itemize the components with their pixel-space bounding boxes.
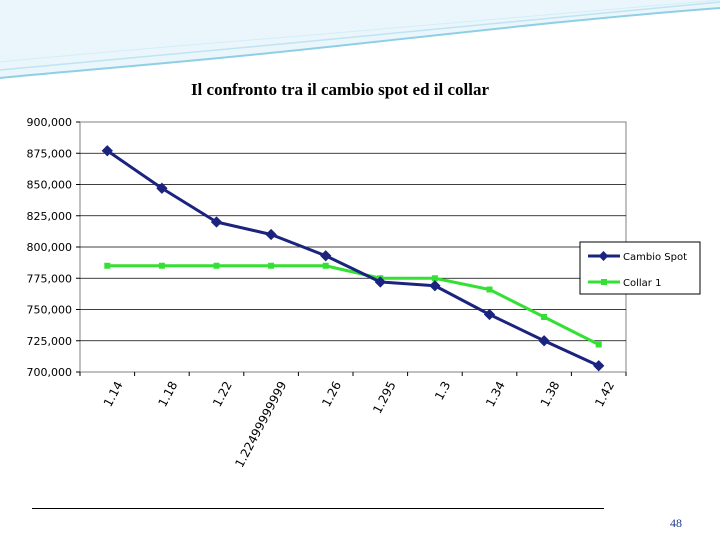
data-point (595, 341, 602, 348)
data-point (210, 216, 223, 228)
series-1 (101, 145, 605, 372)
y-tick-label: 775,000 (27, 272, 73, 285)
x-tick-label: 1.34 (483, 379, 508, 409)
data-point (265, 228, 277, 241)
y-tick-label: 725,000 (27, 335, 73, 348)
y-tick-label: 850,000 (27, 179, 73, 192)
data-point (431, 275, 438, 282)
page-number: 48 (670, 516, 682, 530)
x-tick-label: 1.26 (319, 379, 344, 409)
data-point (320, 250, 332, 262)
data-point (158, 262, 165, 269)
y-axis-ticks: 900,000 875,000 850,000 825,000 800,000 775,0… (27, 116, 80, 379)
x-tick-label: 1.18 (155, 379, 180, 409)
data-point (322, 262, 329, 269)
data-point (486, 286, 493, 293)
series-line (107, 264, 600, 346)
x-tick-label: 1.3 (432, 379, 453, 402)
data-point (593, 360, 605, 372)
data-point (374, 276, 386, 288)
data-point (104, 262, 111, 269)
x-tick-label: 1.22499999999 (232, 379, 289, 470)
header-decoration (0, 0, 720, 80)
series-line (106, 149, 600, 368)
x-tick-label: 1.22 (210, 379, 235, 409)
data-point (156, 182, 168, 194)
footer-divider (32, 508, 604, 509)
line-chart: 900,000 875,000 850,000 825,000 800,000 775,0… (27, 116, 701, 470)
x-axis-ticks: 1.14 1.18 1.221.22499999999 1.26 1.295 1.3 1.3… (79, 372, 627, 470)
x-tick-label: 1.14 (101, 379, 126, 409)
y-tick-label: 900,000 (27, 116, 73, 129)
legend: Cambio Spot Collar 1 (579, 241, 701, 295)
y-tick-label: 700,000 (27, 366, 73, 379)
x-tick-label: 1.42 (592, 379, 617, 409)
data-point (429, 280, 441, 292)
data-point (541, 314, 548, 320)
x-tick-label: 1.38 (538, 379, 563, 409)
legend-label: Cambio Spot (623, 252, 687, 263)
legend-marker (601, 279, 607, 285)
data-point (213, 262, 220, 269)
series-layer (101, 145, 605, 372)
y-tick-label: 750,000 (27, 304, 73, 317)
data-point (483, 308, 496, 321)
data-point (268, 262, 275, 269)
x-tick-label: 1.295 (370, 379, 398, 416)
y-tick-label: 825,000 (27, 210, 73, 223)
legend-marker (598, 251, 609, 261)
slide-title: Il confronto tra il cambio spot ed il co… (190, 80, 490, 99)
legend-label: Collar 1 (623, 278, 661, 289)
data-point (538, 335, 550, 347)
y-tick-label: 800,000 (27, 241, 73, 254)
legend-box (579, 241, 701, 295)
grid-lines (80, 152, 626, 342)
y-tick-label: 875,000 (27, 147, 73, 160)
